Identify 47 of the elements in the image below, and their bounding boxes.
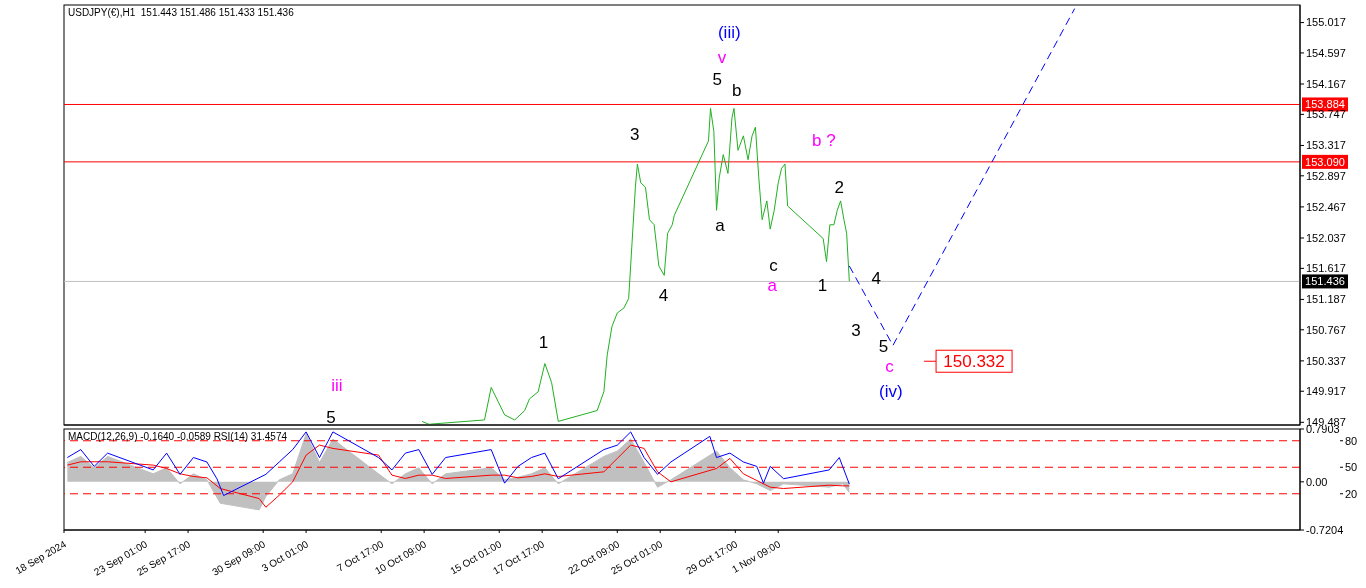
annotation: v — [717, 48, 727, 68]
annotation: 4 — [871, 269, 881, 289]
annotation: 5 — [712, 70, 722, 90]
y-tick-label: 154.167 — [1306, 77, 1346, 90]
annotation: 4 — [658, 285, 669, 305]
annotation: b ? — [812, 131, 836, 151]
y2-tick-label: 80 — [1345, 434, 1358, 447]
annotation: 1 — [538, 332, 549, 352]
annotation: 150.332 — [943, 352, 1005, 372]
annotation: c — [769, 255, 779, 275]
y-tick-label: 150.337 — [1306, 354, 1346, 367]
annotation: 1 — [817, 275, 828, 295]
chart-title: MACD(12,26,9) -0.1640 -0.0589 RSI(14) 31.4574 — [68, 431, 288, 442]
y-tick-label: 152.467 — [1306, 200, 1346, 213]
chart-title: USDJPY(€),H1 151.443 151.486 151.433 151.436 — [68, 7, 294, 18]
y-tick-label: 149.917 — [1306, 385, 1346, 398]
annotation: c — [885, 356, 895, 376]
y-tick-label: 152.037 — [1306, 231, 1346, 244]
annotation: 5 — [326, 408, 336, 428]
annotation: b — [731, 81, 742, 101]
annotation: a — [715, 215, 726, 235]
annotation: 2 — [834, 178, 844, 198]
y-tick-label: 151.617 — [1306, 262, 1346, 275]
y-tick-label: 151.187 — [1306, 293, 1346, 306]
annotation: (iii) — [717, 22, 741, 42]
ref-line-label: 153.884 — [1305, 98, 1345, 111]
y-tick-label: 153.747 — [1306, 108, 1346, 121]
y-tick-label: 155.017 — [1306, 16, 1346, 29]
annotation: 5 — [878, 337, 889, 357]
annotation: iii — [331, 376, 343, 396]
y-tick-label: 152.897 — [1306, 169, 1346, 182]
y2-tick-label: 50 — [1345, 461, 1358, 474]
y-tick-label: 154.597 — [1306, 46, 1346, 59]
annotation: 3 — [851, 321, 861, 341]
annotation: 3 — [629, 125, 640, 145]
x-tick-label: 18 Sep 2024 — [13, 538, 69, 577]
annotation: (iv) — [879, 382, 903, 402]
line-series — [66, 431, 850, 497]
y2-tick-label: 20 — [1345, 487, 1358, 500]
ref-line-label: 151.436 — [1305, 275, 1345, 288]
ref-line-label: 153.090 — [1305, 155, 1345, 168]
y-tick-label: -0.7204 — [1306, 523, 1344, 536]
y-tick-label: 153.317 — [1306, 139, 1346, 152]
y-tick-label: 0.00 — [1306, 475, 1328, 488]
line-series — [421, 107, 850, 425]
annotation: a — [767, 275, 778, 295]
y-tick-label: 150.767 — [1306, 323, 1346, 336]
